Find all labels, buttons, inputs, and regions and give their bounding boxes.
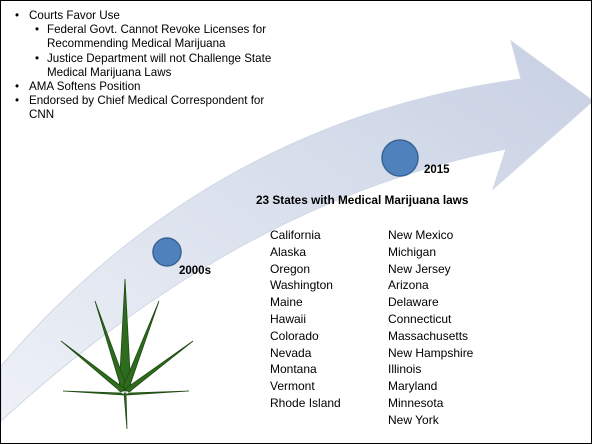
states-column-left: California Alaska Oregon Washington Main… bbox=[270, 227, 341, 412]
state-item: Alaska bbox=[270, 244, 307, 259]
bullet-federal-govt: Federal Govt. Cannot Revoke Licenses for… bbox=[13, 23, 283, 51]
state-item: New Mexico bbox=[388, 228, 454, 242]
state-item: New Hampshire bbox=[388, 345, 474, 360]
state-item: Illinois bbox=[388, 362, 422, 377]
state-item: Rhode Island bbox=[270, 395, 341, 410]
bullet-courts-favor-use: Courts Favor Use bbox=[13, 9, 283, 23]
state-item: Nevada bbox=[270, 345, 312, 360]
state-item: Maine bbox=[270, 295, 303, 310]
timeline-dot-2000s bbox=[152, 237, 182, 267]
cannabis-leaf-icon bbox=[60, 278, 194, 430]
state-item: Michigan bbox=[388, 244, 437, 259]
state-item: California bbox=[270, 228, 321, 242]
label-2015: 2015 bbox=[424, 164, 450, 176]
states-heading: 23 States with Medical Marijuana laws bbox=[256, 193, 469, 207]
bullet-ama: AMA Softens Position bbox=[13, 80, 283, 94]
states-column-right: New Mexico Michigan New Jersey Arizona D… bbox=[388, 227, 473, 429]
state-item: Massachusetts bbox=[388, 328, 469, 343]
state-item: Arizona bbox=[388, 278, 429, 293]
state-item: Montana bbox=[270, 362, 317, 377]
timeline-dot-2015 bbox=[381, 139, 419, 177]
bullet-justice-department: Justice Department will not Challenge St… bbox=[13, 52, 283, 80]
state-item: Hawaii bbox=[270, 311, 307, 326]
state-item: Maryland bbox=[388, 379, 438, 394]
curved-arrow-icon bbox=[1, 39, 591, 422]
state-item: Connecticut bbox=[388, 311, 452, 326]
bullet-cnn: Endorsed by Chief Medical Correspondent … bbox=[13, 94, 283, 122]
state-item: New Jersey bbox=[388, 261, 451, 276]
state-item: New York bbox=[388, 412, 439, 427]
state-item: Colorado bbox=[270, 328, 319, 343]
label-2000s: 2000s bbox=[179, 265, 211, 277]
state-item: Washington bbox=[270, 278, 333, 293]
state-item: Vermont bbox=[270, 379, 315, 394]
state-item: Oregon bbox=[270, 261, 311, 276]
bullet-list: Courts Favor Use Federal Govt. Cannot Re… bbox=[13, 9, 283, 123]
state-item: Delaware bbox=[388, 295, 439, 310]
state-item: Minnesota bbox=[388, 395, 444, 410]
